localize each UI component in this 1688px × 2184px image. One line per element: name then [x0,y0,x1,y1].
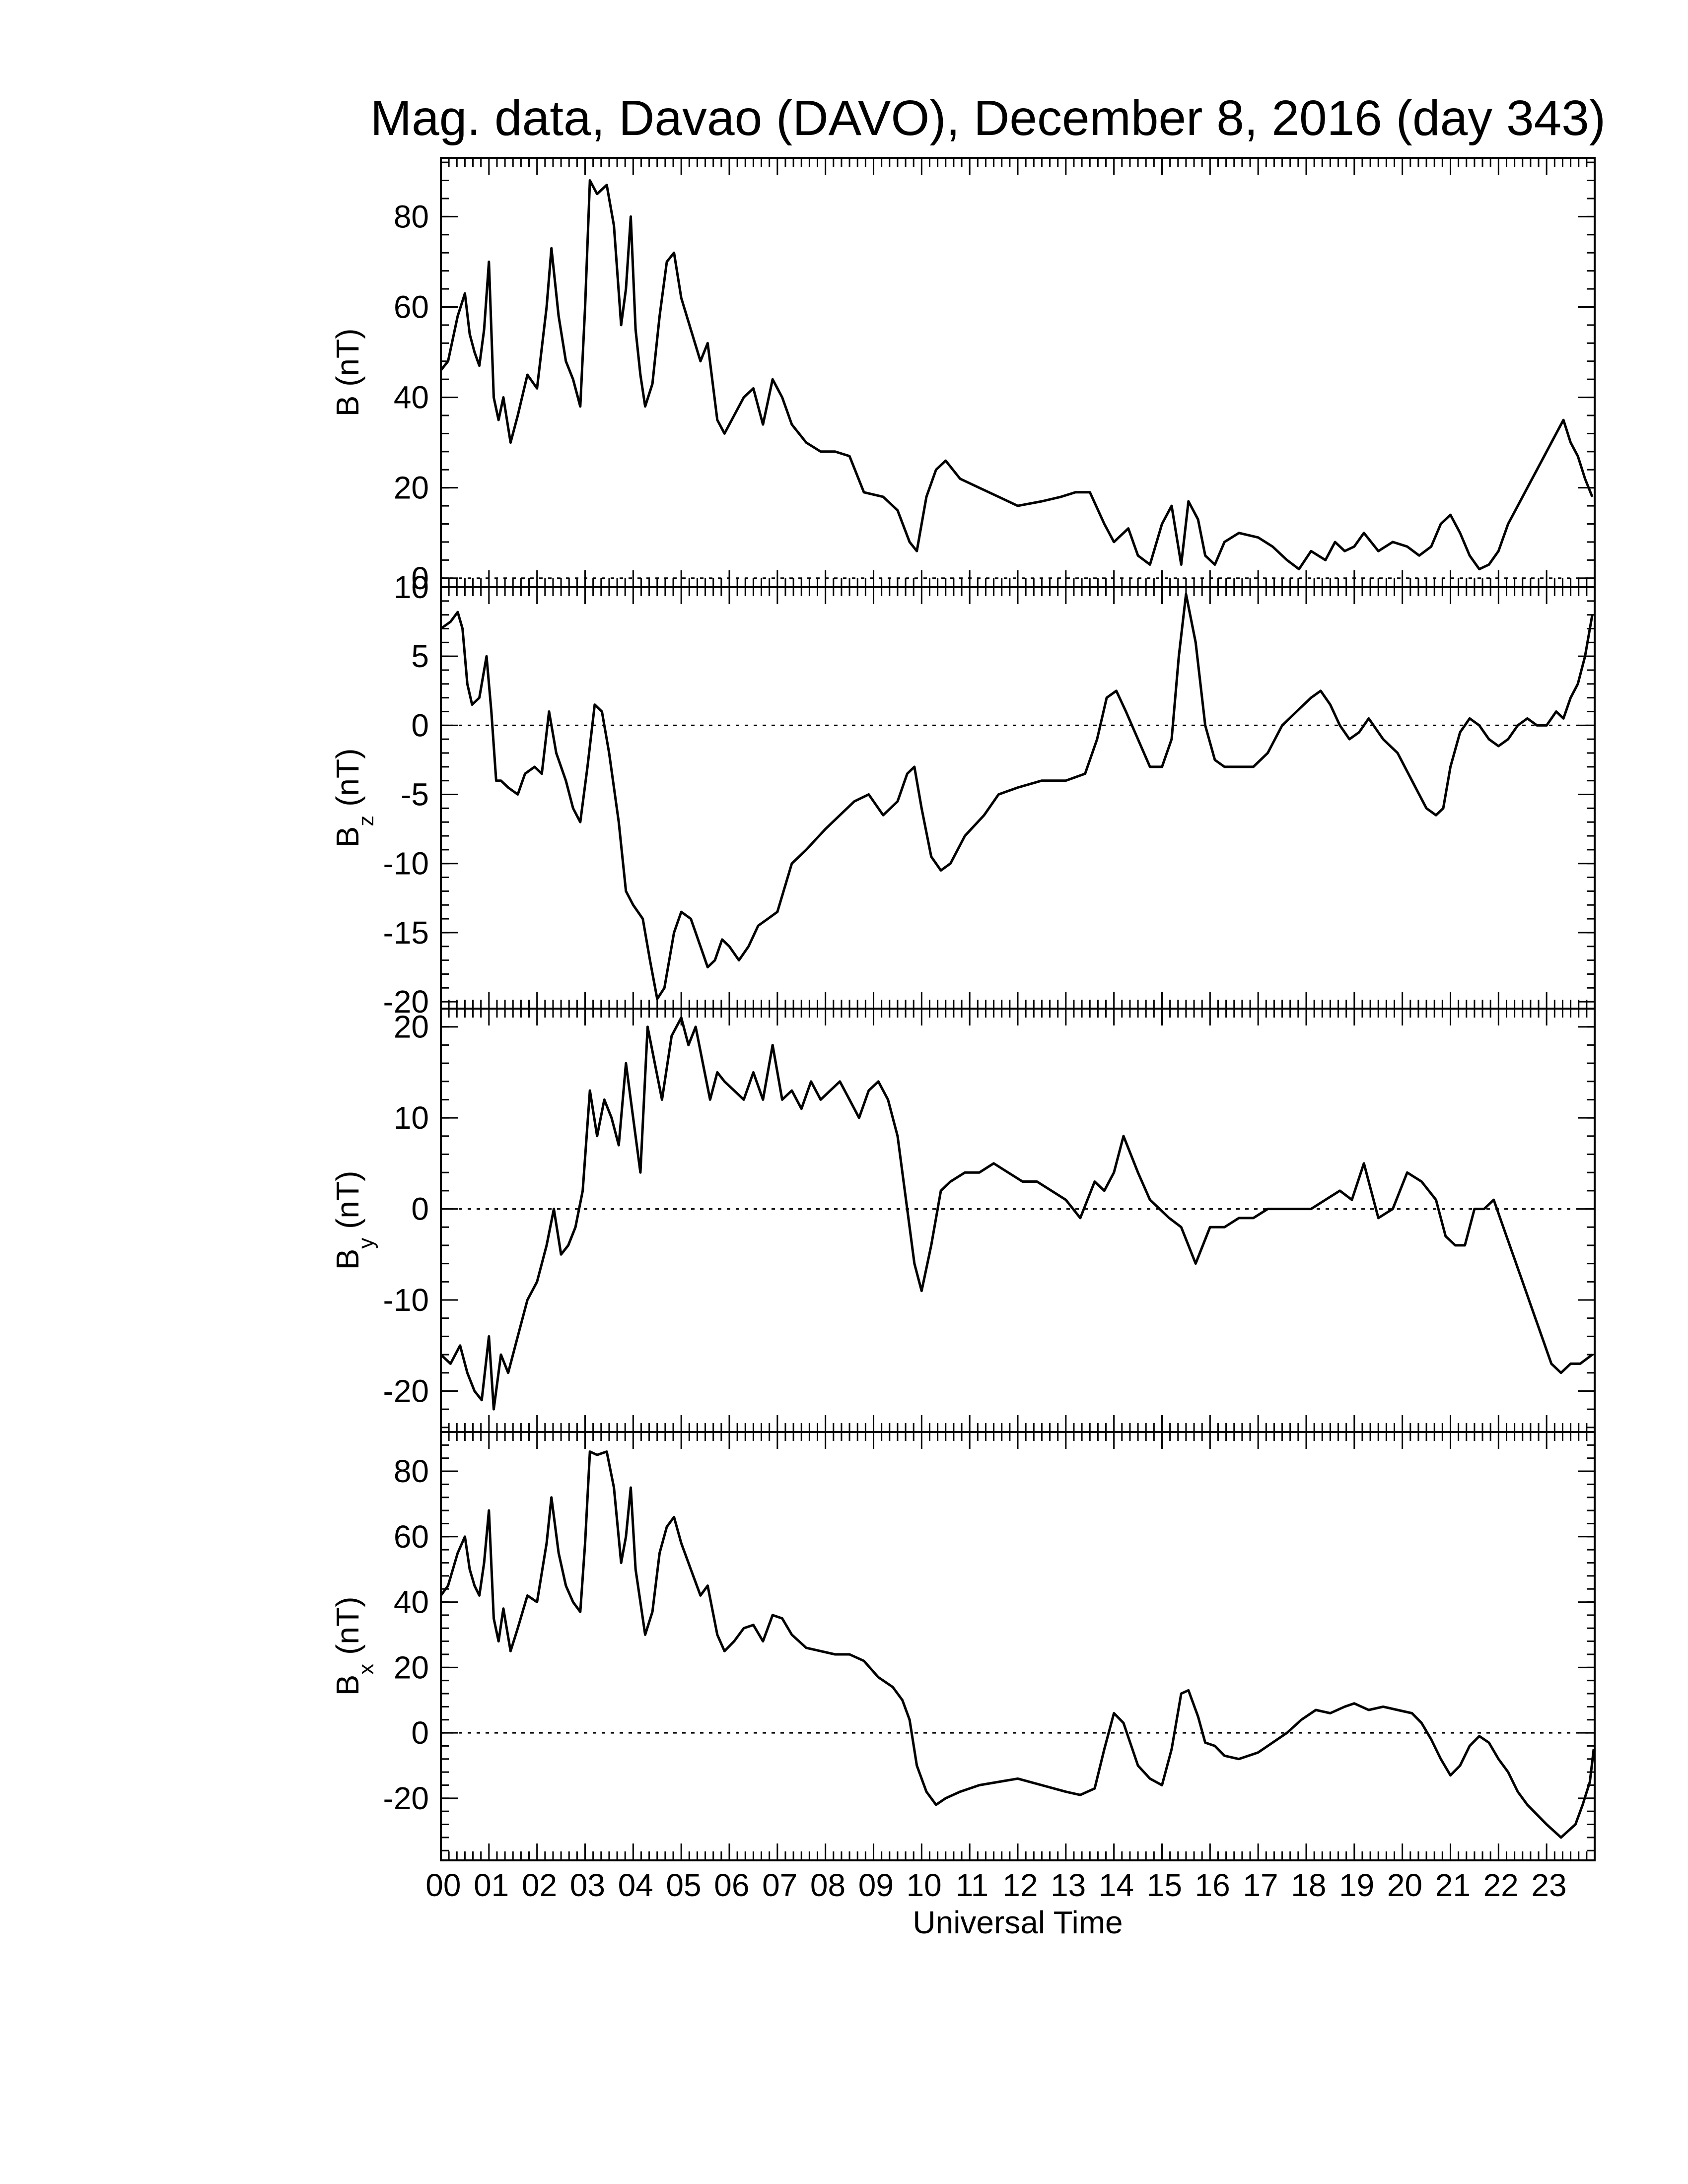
x-tick-label: 18 [1291,1867,1326,1903]
x-tick-label: 22 [1483,1867,1519,1903]
panel-bx-y-axis-label: Bx (nT) [330,1597,378,1696]
y-tick-label: 0 [411,707,429,743]
x-tick-label: 19 [1339,1867,1374,1903]
y-axis-label-unit: (nT) [330,1597,365,1664]
y-tick-label: -10 [383,846,429,882]
y-tick-label: 40 [394,1584,429,1620]
x-tick-label: 11 [956,1867,988,1903]
panel-bz: -20 -15 -10 -5 0 5 10 Bz (nT) [330,569,1596,1020]
panel-b: 0 20 40 60 80 B (nT) [330,157,1596,596]
y-axis-label-unit: (nT) [330,1171,365,1238]
x-tick-label: 10 [907,1867,942,1903]
chart-title: Mag. data, Davao (DAVO), December 8, 201… [370,90,1606,146]
x-tick-label: 00 [425,1867,461,1903]
x-tick-label: 20 [1387,1867,1422,1903]
y-axis-label-subscript: z [354,816,378,826]
series-line-bx [439,1450,1595,1839]
y-tick-label: 5 [411,638,429,674]
y-tick-label: -20 [383,984,429,1020]
y-tick-label: 10 [394,569,429,605]
panel-bz-ticks [440,586,1596,1009]
x-tick-label: 04 [618,1867,653,1903]
x-tick-label: 02 [522,1867,557,1903]
panel-bx: -20 0 20 40 60 80 Bx (nT) [330,1431,1596,1861]
panel-by: -20 -10 0 10 20 By (nT) [330,1008,1596,1433]
y-tick-label: 20 [394,1009,429,1045]
panel-by-frame [440,1008,1596,1433]
x-tick-label: 17 [1243,1867,1278,1903]
y-tick-label: 20 [394,470,429,506]
y-tick-label: 60 [394,1519,429,1555]
y-tick-label: 80 [394,199,429,234]
series-line-bz [440,593,1594,1000]
y-axis-label-main: B [330,826,365,848]
panel-bz-y-axis-label: Bz (nT) [330,749,378,848]
series-line-b [440,179,1594,571]
y-tick-label: -5 [401,777,429,813]
panel-b-y-axis-label: B (nT) [330,329,365,417]
panel-b-y-tick-labels: 0 20 40 60 80 [394,199,429,596]
y-axis-label-subscript: x [354,1664,378,1675]
y-tick-label: 60 [394,289,429,325]
y-tick-label: -10 [383,1282,429,1318]
x-tick-label: 01 [474,1867,509,1903]
panel-bx-y-tick-labels: -20 0 20 40 60 80 [383,1453,429,1816]
y-tick-label: 40 [394,380,429,415]
y-tick-label: -20 [383,1780,429,1816]
y-tick-label: 0 [411,560,429,596]
y-tick-label: -15 [383,915,429,951]
x-tick-label: 07 [762,1867,797,1903]
x-tick-label: 15 [1147,1867,1182,1903]
y-tick-label: 0 [411,1715,429,1751]
panel-by-ticks [440,1008,1596,1432]
x-tick-label: 08 [810,1867,845,1903]
series-line-by [440,1016,1593,1411]
y-tick-label: 0 [411,1191,429,1227]
panel-b-ticks [440,158,1596,587]
x-tick-label: 14 [1099,1867,1134,1903]
y-axis-label-main: B [330,1249,365,1270]
x-tick-label: 06 [714,1867,749,1903]
x-tick-label: 23 [1531,1867,1566,1903]
x-tick-label: 16 [1195,1867,1230,1903]
x-tick-label: 12 [1002,1867,1038,1903]
y-axis-label-unit: (nT) [330,749,365,816]
y-tick-label: -20 [383,1373,429,1409]
y-axis-label-main: B [330,1675,365,1696]
x-tick-label: 21 [1435,1867,1471,1903]
panel-bz-y-tick-labels: -20 -15 -10 -5 0 5 10 [383,569,429,1020]
x-tick-label: 05 [666,1867,701,1903]
panel-by-y-axis-label: By (nT) [330,1171,378,1270]
y-tick-label: 10 [394,1100,429,1136]
y-axis-label-subscript: y [354,1238,378,1249]
x-tick-label: 03 [570,1867,605,1903]
y-tick-label: 80 [394,1453,429,1489]
panel-by-y-tick-labels: -20 -10 0 10 20 [383,1009,429,1409]
x-axis-label: Universal Time [913,1905,1123,1940]
x-tick-labels: 00 01 02 03 04 05 06 07 08 09 10 11 12 13 14 15 16 17 18 19… [425,1867,1566,1903]
panel-bx-ticks [440,1431,1596,1860]
y-tick-label: 20 [394,1649,429,1685]
x-tick-label: 13 [1051,1867,1086,1903]
x-tick-label: 09 [858,1867,894,1903]
